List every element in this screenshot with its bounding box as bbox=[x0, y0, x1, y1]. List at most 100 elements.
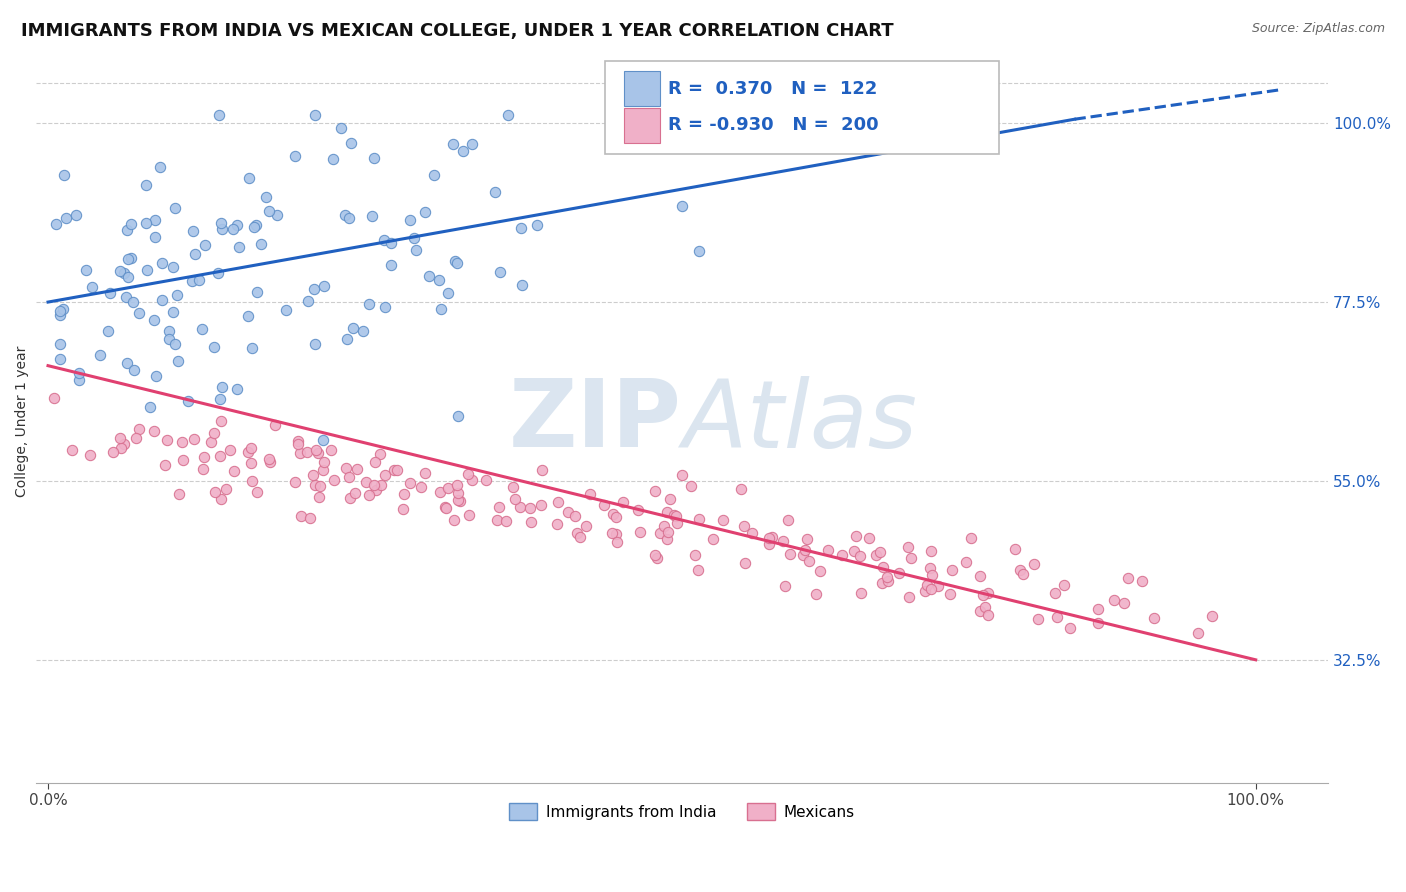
Point bbox=[645, 550, 668, 565]
Point bbox=[1010, 563, 1032, 577]
Point bbox=[191, 461, 214, 475]
Point bbox=[921, 568, 943, 582]
Point bbox=[1022, 557, 1045, 571]
Point bbox=[1112, 596, 1135, 610]
Point bbox=[876, 570, 898, 584]
Point bbox=[49, 308, 72, 322]
Point bbox=[150, 293, 173, 307]
Point bbox=[112, 266, 135, 280]
Point bbox=[662, 508, 685, 523]
Point bbox=[443, 513, 465, 527]
Point bbox=[287, 437, 309, 451]
Point bbox=[914, 583, 936, 598]
Point bbox=[475, 474, 498, 488]
Point bbox=[520, 515, 543, 529]
Point bbox=[831, 548, 853, 562]
Point bbox=[79, 448, 101, 462]
Point bbox=[121, 295, 143, 310]
Point bbox=[297, 444, 319, 458]
Point bbox=[628, 524, 651, 539]
Point bbox=[335, 461, 357, 475]
Point bbox=[302, 282, 325, 296]
Point bbox=[323, 473, 346, 487]
Point bbox=[240, 474, 263, 488]
Point bbox=[451, 144, 474, 158]
Point bbox=[259, 455, 281, 469]
Point bbox=[108, 264, 131, 278]
Point bbox=[209, 216, 232, 230]
Point bbox=[343, 486, 366, 500]
Point bbox=[122, 363, 145, 377]
Point bbox=[685, 548, 707, 562]
Point bbox=[117, 252, 139, 266]
Point bbox=[399, 475, 422, 490]
Point bbox=[145, 369, 167, 384]
Point bbox=[209, 392, 232, 406]
Point bbox=[370, 478, 392, 492]
Point bbox=[330, 120, 353, 135]
Point bbox=[257, 203, 280, 218]
Point bbox=[1052, 578, 1074, 592]
Point bbox=[734, 556, 756, 570]
Point bbox=[346, 462, 368, 476]
Point bbox=[484, 185, 506, 199]
Point bbox=[1059, 621, 1081, 635]
Point bbox=[110, 441, 132, 455]
Point bbox=[437, 286, 460, 301]
Point bbox=[202, 426, 225, 441]
Point bbox=[239, 456, 262, 470]
Point bbox=[526, 219, 548, 233]
Point bbox=[117, 222, 139, 236]
Point bbox=[418, 268, 440, 283]
Point bbox=[865, 549, 887, 563]
Point bbox=[207, 266, 229, 280]
Point bbox=[969, 569, 991, 583]
Point bbox=[889, 566, 911, 580]
Point bbox=[309, 479, 332, 493]
Point bbox=[578, 487, 600, 501]
Point bbox=[299, 511, 322, 525]
Point bbox=[461, 136, 484, 151]
Point bbox=[804, 587, 827, 601]
Point bbox=[606, 535, 628, 549]
Point bbox=[150, 256, 173, 270]
Point bbox=[120, 251, 142, 265]
Point bbox=[242, 220, 264, 235]
Point bbox=[605, 510, 627, 524]
Point bbox=[363, 478, 385, 492]
Point bbox=[612, 494, 634, 508]
Point bbox=[730, 482, 752, 496]
Point bbox=[869, 545, 891, 559]
Point bbox=[82, 279, 104, 293]
Point bbox=[356, 475, 378, 489]
Point bbox=[955, 555, 977, 569]
Point bbox=[488, 264, 510, 278]
Point bbox=[221, 222, 243, 236]
Point bbox=[844, 544, 866, 558]
Point bbox=[565, 525, 588, 540]
Point bbox=[817, 543, 839, 558]
Point bbox=[184, 247, 207, 261]
Point bbox=[135, 263, 157, 277]
Point bbox=[858, 531, 880, 545]
Point bbox=[1142, 610, 1164, 624]
Point bbox=[776, 513, 799, 527]
Point bbox=[120, 217, 142, 231]
Point bbox=[337, 211, 360, 225]
Point bbox=[135, 178, 157, 192]
Point bbox=[546, 517, 568, 532]
Point bbox=[115, 356, 138, 370]
Point bbox=[457, 508, 479, 523]
Point bbox=[443, 136, 465, 151]
Point bbox=[193, 450, 215, 464]
Point bbox=[927, 579, 949, 593]
Point bbox=[457, 467, 479, 482]
Point bbox=[920, 561, 942, 575]
Point bbox=[339, 491, 361, 506]
Point bbox=[870, 576, 893, 591]
Point bbox=[648, 525, 671, 540]
Point bbox=[688, 244, 710, 258]
Point bbox=[557, 505, 579, 519]
Point bbox=[364, 455, 387, 469]
Point bbox=[429, 484, 451, 499]
